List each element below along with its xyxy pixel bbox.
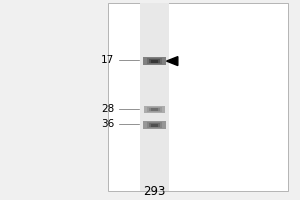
Bar [140, 3, 169, 191]
Bar [147, 58, 162, 64]
Bar [108, 3, 288, 191]
Text: 17: 17 [101, 55, 114, 65]
Bar [151, 60, 158, 63]
Polygon shape [167, 57, 178, 66]
Bar [147, 122, 162, 128]
Bar [143, 57, 166, 65]
Text: 28: 28 [101, 104, 114, 114]
Bar [149, 123, 160, 127]
Text: 36: 36 [101, 119, 114, 129]
Bar [147, 107, 162, 112]
Text: 293: 293 [143, 185, 166, 198]
Bar [149, 59, 160, 63]
Bar [151, 124, 158, 127]
Bar [144, 106, 165, 113]
Bar [143, 121, 166, 129]
Bar [149, 108, 160, 111]
Bar [151, 108, 158, 111]
